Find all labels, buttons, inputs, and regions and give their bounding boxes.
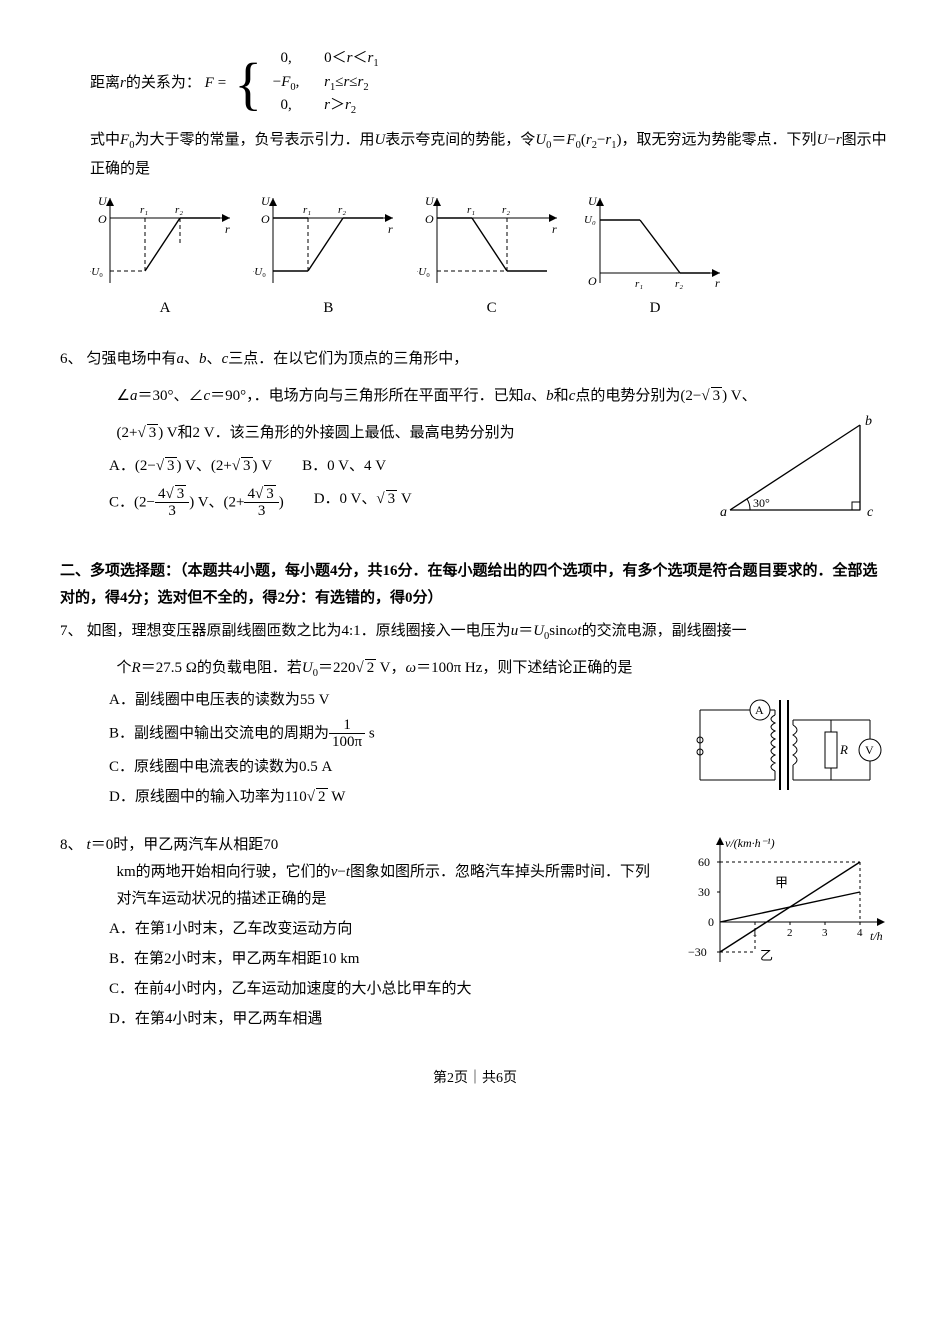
q5-graphs: U O r r₁ r₂ −U₀ A [90,193,730,322]
case-cond: 0＜r＜r1 [324,48,414,72]
graph-label-B: B [253,295,403,322]
page-footer: 第2页｜共6页 [60,1066,890,1091]
svg-text:O: O [588,274,597,288]
q8-block: 8、 t＝0时，甲乙两汽车从相距70 60 30 0 −30 v/(km·h⁻¹… [60,832,890,1036]
q5-equation: 距离 r 的关系为： F = { 0,0＜r＜r1 −F0,r1≤r≤r2 0,… [90,48,890,119]
svg-text:b: b [865,414,872,429]
graph-A: U O r r₁ r₂ −U₀ A [90,193,240,322]
svg-text:r₁: r₁ [467,204,475,216]
svg-text:2: 2 [787,927,793,939]
svg-text:−U₀: −U₀ [90,266,103,278]
q6-number: 6、 [60,346,83,540]
case-val: −F0, [266,72,306,96]
svg-text:U: U [588,194,598,208]
svg-text:甲: 甲 [775,875,788,890]
q6-optC: C．(2−4√33) V、(2+4√33) [109,486,284,520]
svg-text:r: r [552,222,557,236]
q7-number: 7、 [60,618,83,814]
graph-label-D: D [580,295,730,322]
svg-text:−30: −30 [688,945,707,959]
graph-C: U O r r₁ r₂ −U₀ C [417,193,567,322]
q6-opts-row2: C．(2−4√33) V、(2+4√33) D．0 V、√3 V [109,486,710,520]
q8-stem1: t＝0时，甲乙两汽车从相距70 [87,837,279,853]
graph-label-A: A [90,295,240,322]
graph-D: U O r U₀ r₁ r₂ D [580,193,730,322]
q5-eq: = [218,70,226,97]
q6-optD: D．0 V、√3 V [314,486,412,520]
svg-text:r₂: r₂ [338,204,346,216]
q6-optA: A．(2−√3) V、(2+√3) V [109,453,272,480]
svg-text:O: O [98,212,107,226]
q5-block: 距离 r 的关系为： F = { 0, 0＜r＜r1 −F0, r1≤r≤r2 0,… [60,48,890,322]
svg-text:V: V [865,743,874,757]
svg-text:r₁: r₁ [635,278,643,290]
svg-text:r₂: r₂ [502,204,510,216]
svg-text:r₁: r₁ [140,204,148,216]
svg-text:c: c [867,505,874,520]
section2-head: 二、多项选择题：（本题共4小题，每小题4分，共16分．在每小题给出的四个选项中，… [60,558,890,612]
q8-figure: 60 30 0 −30 v/(km·h⁻¹) t/h 1 2 3 4 [670,832,890,982]
brace-icon: { [234,55,262,113]
frac-den: 100π [329,734,365,751]
q6-opts-row1: A．(2−√3) V、(2+√3) V B．0 V、4 V [109,453,710,480]
svg-text:60: 60 [698,855,710,869]
q8-optD: D．在第4小时末，甲乙两车相遇 [109,1006,890,1033]
graph-label-C: C [417,295,567,322]
svg-text:r₂: r₂ [175,204,183,216]
q7-block: 7、 如图，理想变压器原副线圈匝数之比为4:1．原线圈接入一电压为u＝U0sin… [60,618,890,814]
q8-number: 8、 [60,832,83,1036]
svg-text:r₁: r₁ [303,204,311,216]
q6-stem1: 匀强电场中有a、b、c三点．在以它们为顶点的三角形中， [87,346,890,373]
svg-text:0: 0 [708,915,714,929]
graph-B: U O r r₁ r₂ −U₀ B [253,193,403,322]
svg-text:O: O [261,212,270,226]
svg-text:t/h: t/h [870,929,883,943]
q5-pre: 距离 [90,70,120,97]
svg-text:a: a [720,505,727,520]
svg-text:O: O [425,212,434,226]
q6-optB: B．0 V、4 V [302,453,386,480]
svg-text:−U₀: −U₀ [253,266,266,278]
case-cond: r＞r2 [324,95,414,119]
svg-text:R: R [839,742,848,757]
txt: 为大于零的常量，负号表示引力．用 [134,132,374,148]
svg-text:U: U [261,194,271,208]
svg-text:30°: 30° [753,496,770,510]
txt: 式中 [90,132,120,148]
svg-text:乙: 乙 [760,948,773,963]
svg-text:30: 30 [698,885,710,899]
q5-text2: 式中F0为大于零的常量，负号表示引力．用U表示夸克间的势能，令U0＝F0(r2−… [60,127,890,183]
svg-text:−U₀: −U₀ [417,266,430,278]
svg-text:U: U [98,194,108,208]
case-val: 0, [266,48,306,72]
svg-text:r₂: r₂ [675,278,683,290]
q5-F: F [205,70,214,97]
svg-text:3: 3 [822,927,828,939]
q6-figure: 30° a b c [720,410,890,540]
q5-rel: 的关系为： [126,70,201,97]
svg-text:4: 4 [857,927,863,939]
svg-text:A: A [755,703,764,717]
svg-text:U: U [425,194,435,208]
q6-stem2: ∠a＝30°、∠c＝90°，．电场方向与三角形所在平面平行．已知a、b和c点的电… [87,383,890,410]
q5-cases: 0, 0＜r＜r1 −F0, r1≤r≤r2 0, r＞r2 [266,48,414,119]
svg-text:r: r [388,222,393,236]
txt: ，取无穷远为势能零点．下列 [622,132,817,148]
txt: 表示夸克间的势能，令 [385,132,535,148]
case-cond: r1≤r≤r2 [324,72,414,96]
svg-text:U₀: U₀ [584,214,596,226]
q6-block: 6、 匀强电场中有a、b、c三点．在以它们为顶点的三角形中， ∠a＝30°、∠c… [60,346,890,540]
svg-text:r: r [225,222,230,236]
q7-figure: A R [690,680,890,810]
svg-text:r: r [715,276,720,290]
frac-num: 1 [329,717,365,735]
q7-stem1: 如图，理想变压器原副线圈匝数之比为4:1．原线圈接入一电压为u＝U0sinωt的… [87,623,747,639]
case-val: 0, [266,95,306,119]
svg-text:v/(km·h⁻¹): v/(km·h⁻¹) [725,836,775,850]
